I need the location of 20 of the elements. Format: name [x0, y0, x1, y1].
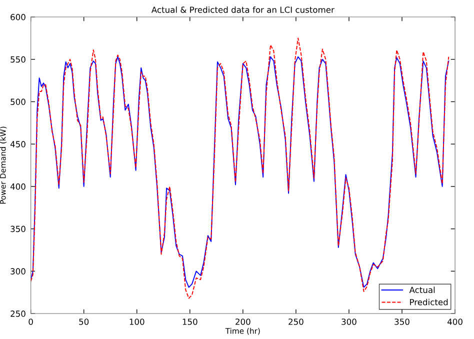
x-tick-label: 0: [28, 318, 33, 325]
x-tick-label: 250: [288, 318, 304, 325]
y-tick-label: 300: [10, 268, 26, 274]
y-tick-label: 550: [10, 56, 26, 63]
x-tick-label: 350: [394, 318, 410, 325]
y-tick-label: 350: [10, 226, 26, 232]
legend-label: Actual: [409, 286, 435, 294]
x-tick-label: 150: [182, 318, 198, 325]
x-tick-label: 300: [342, 318, 356, 325]
x-tick-label: 200: [236, 318, 250, 325]
x-tick-label: 50: [79, 318, 89, 325]
x-tick-label: 100: [130, 318, 144, 325]
y-tick-label: 250: [10, 310, 26, 317]
x-tick-label: 400: [447, 318, 462, 325]
chart-title: Actual & Predicted data for an LCI customer: [151, 6, 334, 13]
y-tick-label: 450: [10, 141, 26, 148]
legend-label: Predicted: [410, 298, 448, 306]
y-tick-label: 600: [10, 14, 26, 20]
y-tick-label: 400: [10, 183, 26, 190]
y-tick-label: 500: [10, 98, 26, 105]
